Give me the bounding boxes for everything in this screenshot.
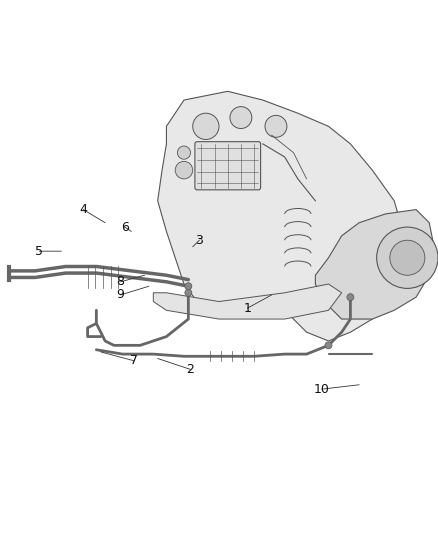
- Circle shape: [193, 113, 219, 140]
- Circle shape: [185, 282, 192, 290]
- Text: 6: 6: [121, 221, 129, 233]
- Text: 3: 3: [195, 233, 203, 247]
- Circle shape: [177, 146, 191, 159]
- Text: 5: 5: [35, 245, 43, 257]
- Polygon shape: [153, 284, 342, 319]
- Text: 4: 4: [79, 203, 87, 216]
- Text: 8: 8: [117, 276, 124, 288]
- Polygon shape: [158, 91, 403, 341]
- Circle shape: [230, 107, 252, 128]
- Text: 1: 1: [244, 302, 251, 314]
- Circle shape: [377, 227, 438, 288]
- Circle shape: [325, 342, 332, 349]
- Circle shape: [175, 161, 193, 179]
- Text: 2: 2: [187, 363, 194, 376]
- Circle shape: [265, 115, 287, 138]
- Text: 10: 10: [314, 383, 330, 395]
- Circle shape: [347, 294, 354, 301]
- FancyBboxPatch shape: [195, 142, 261, 190]
- Circle shape: [390, 240, 425, 275]
- Circle shape: [185, 289, 192, 296]
- Text: 7: 7: [130, 354, 138, 367]
- Polygon shape: [315, 209, 434, 319]
- Text: 9: 9: [117, 288, 124, 302]
